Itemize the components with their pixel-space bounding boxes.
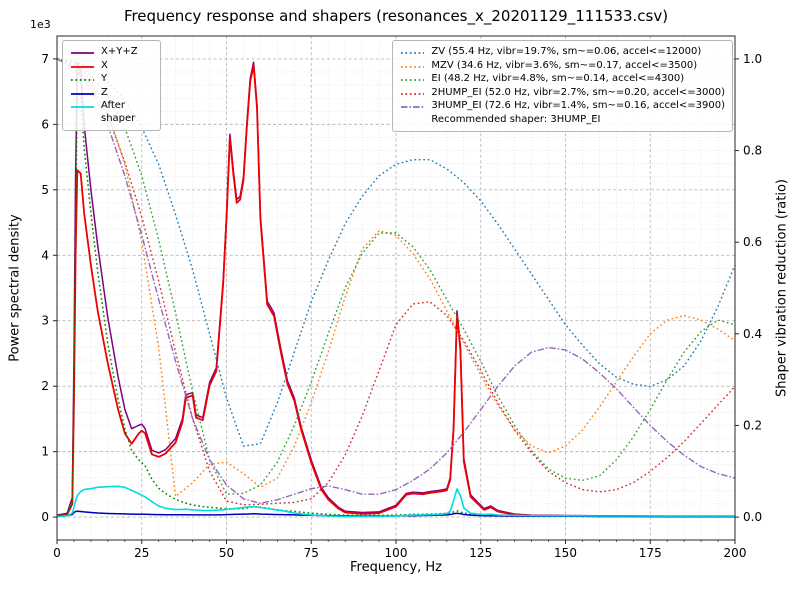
series-MZV [56, 58, 736, 498]
legend-psd: X+Y+Z X Y Z After shaper [62, 40, 161, 131]
tick-label: 0.2 [743, 418, 762, 432]
tick-label: 2 [41, 379, 49, 393]
legend-label: X [101, 59, 108, 71]
legend-item: After shaper [70, 100, 153, 125]
legend-label: Recommended shaper: 3HUMP_EI [431, 113, 601, 125]
tick-label: 200 [724, 546, 747, 560]
legend-line-sample [401, 92, 425, 95]
tick-label: 5 [41, 183, 49, 197]
y-left-axis-label: Power spectral density [7, 214, 23, 362]
legend-shapers: ZV (55.4 Hz, vibr=19.7%, sm~=0.06, accel… [392, 40, 733, 132]
tick-label: 0.6 [743, 235, 762, 249]
legend-item: X [70, 60, 153, 73]
legend-item: 2HUMP_EI (52.0 Hz, vibr=2.7%, sm~=0.20, … [400, 87, 725, 100]
y-left-offset-label: 1e3 [30, 18, 51, 31]
tick-label: 0 [53, 546, 61, 560]
series-ZV [56, 58, 736, 447]
legend-line-sample [71, 106, 94, 108]
legend-item: ZV (55.4 Hz, vibr=19.7%, sm~=0.06, accel… [400, 46, 725, 59]
y-right-axis-label: Shaper vibration reduction (ratio) [774, 179, 790, 397]
legend-label: MZV (34.6 Hz, vibr=3.6%, sm~=0.17, accel… [431, 59, 698, 71]
legend-line-sample [71, 65, 94, 68]
axes-frame: 0 25 50 75 100 125 150 175 200 0 1 2 3 4 5 6 7 0.0 0.2 0.4 0… [41, 35, 762, 560]
tick-label: 0.4 [743, 327, 762, 341]
tick-label: 25 [134, 546, 149, 560]
series-Z [56, 510, 735, 518]
tick-label: 175 [639, 546, 662, 560]
legend-spacer [400, 115, 425, 126]
legend-item: Z [70, 87, 153, 100]
tick-label: 7 [41, 52, 49, 66]
chart-title: Frequency response and shapers (resonanc… [123, 7, 669, 25]
tick-label: 75 [304, 546, 319, 560]
legend-label: After shaper [101, 100, 136, 124]
legend-item: Recommended shaper: 3HUMP_EI [400, 114, 725, 127]
legend-line-sample [401, 52, 425, 54]
legend-line-sample [71, 79, 94, 81]
legend-item: EI (48.2 Hz, vibr=4.8%, sm~=0.14, accel<… [400, 73, 725, 86]
legend-label: X+Y+Z [101, 46, 138, 57]
legend-label: Y [101, 73, 108, 84]
legend-label: 3HUMP_EI (72.6 Hz, vibr=1.4%, sm~=0.16, … [431, 100, 725, 111]
legend-label: 2HUMP_EI (52.0 Hz, vibr=2.7%, sm~=0.20, … [431, 86, 725, 98]
tick-label: 1.0 [743, 52, 762, 66]
series-3HUMP_EI [56, 58, 736, 504]
legend-line-sample [401, 79, 425, 81]
x-axis-label: Frequency, Hz [349, 560, 443, 575]
tick-label: 6 [41, 117, 49, 131]
tick-label: 3 [41, 314, 49, 328]
series-After shaper [56, 485, 735, 518]
tick-label: 50 [219, 546, 234, 560]
legend-line-sample [401, 106, 425, 108]
series-X [56, 64, 735, 518]
tick-label: 125 [469, 546, 492, 560]
tick-label: 0.0 [743, 510, 762, 524]
legend-line-sample [401, 65, 425, 68]
legend-line-sample [71, 92, 94, 95]
legend-label: Z [101, 86, 108, 98]
series-2HUMP_EI [56, 58, 736, 506]
tick-label: 1 [41, 445, 49, 459]
legend-item: 3HUMP_EI (72.6 Hz, vibr=1.4%, sm~=0.16, … [400, 100, 725, 113]
legend-item: Y [70, 73, 153, 86]
tick-label: 100 [385, 546, 408, 560]
series-lines [56, 58, 736, 518]
legend-line-sample [71, 52, 94, 54]
tick-label: 0.8 [743, 144, 762, 158]
series-EI [56, 58, 736, 495]
legend-item: X+Y+Z [70, 46, 153, 59]
legend-item: MZV (34.6 Hz, vibr=3.6%, sm~=0.17, accel… [400, 60, 725, 73]
legend-label: EI (48.2 Hz, vibr=4.8%, sm~=0.14, accel<… [431, 73, 685, 84]
tick-label: 4 [41, 248, 49, 262]
tick-label: 0 [41, 510, 49, 524]
tick-label: 150 [554, 546, 577, 560]
legend-label: ZV (55.4 Hz, vibr=19.7%, sm~=0.06, accel… [431, 46, 702, 57]
